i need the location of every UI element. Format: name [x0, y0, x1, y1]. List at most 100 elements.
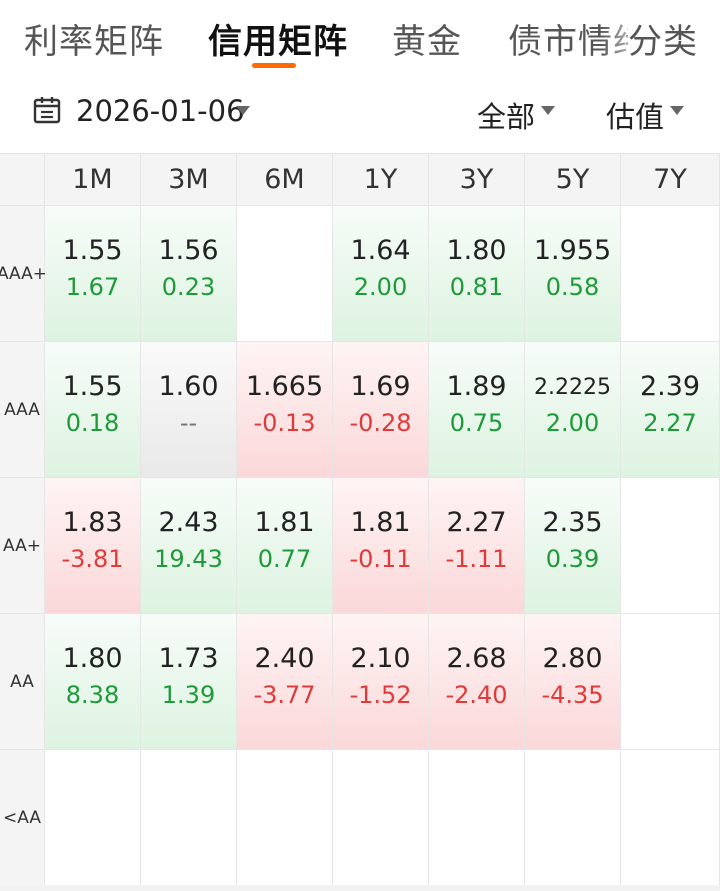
column-header[interactable]: 1Y [333, 154, 429, 206]
column-header[interactable]: 3M [141, 154, 237, 206]
chevron-down-icon[interactable] [236, 106, 250, 115]
matrix-cell[interactable]: 1.55 1.67 [45, 206, 141, 342]
cell-change-value: 0.75 [449, 409, 504, 437]
cell-yield-value: 2.27 [446, 507, 507, 538]
matrix-cell[interactable]: 1.83 -3.81 [45, 478, 141, 614]
credit-matrix-table: 1M 3M 6M 1Y 3Y 5Y 7Y AAA + 1.55 1.67 1.56 0.23 1.64 2.… [0, 153, 720, 886]
matrix-cell [621, 478, 720, 614]
bottom-divider [0, 885, 720, 891]
cell-yield-value: 1.55 [62, 371, 123, 402]
column-header[interactable]: 3Y [429, 154, 525, 206]
matrix-cell[interactable]: 2.35 0.39 [525, 478, 621, 614]
matrix-cell [621, 750, 720, 886]
cell-yield-value: 2.43 [158, 507, 219, 538]
cell-change-value: -0.28 [349, 409, 412, 437]
cell-change-value: -- [179, 409, 198, 437]
matrix-cell[interactable]: 2.2225 2.00 [525, 342, 621, 478]
column-header[interactable]: 1M [45, 154, 141, 206]
column-header[interactable]: 7Y [621, 154, 720, 206]
matrix-cell[interactable]: 2.43 19.43 [141, 478, 237, 614]
cell-change-value: 8.38 [65, 681, 120, 709]
cell-yield-value: 2.2225 [534, 375, 611, 400]
metric-selector[interactable]: 估值 [606, 100, 665, 134]
matrix-cell[interactable]: 2.39 2.27 [621, 342, 720, 478]
row-label: AA+ [0, 478, 45, 614]
cell-yield-value: 1.56 [158, 235, 219, 266]
matrix-cell[interactable]: 2.10 -1.52 [333, 614, 429, 750]
tab-credit-matrix[interactable]: 信用矩阵 [208, 22, 348, 62]
row-label: <AA [0, 750, 45, 886]
date-selector[interactable]: 2026-01-06 [76, 94, 245, 128]
cell-change-value: 1.39 [161, 681, 216, 709]
matrix-cell[interactable]: 1.73 1.39 [141, 614, 237, 750]
cell-yield-value: 1.81 [254, 507, 315, 538]
matrix-cell[interactable]: 2.40 -3.77 [237, 614, 333, 750]
cell-yield-value: 1.83 [62, 507, 123, 538]
calendar-icon[interactable] [33, 96, 61, 124]
row-label: AAA + [0, 206, 47, 342]
cell-change-value: 0.39 [545, 545, 600, 573]
cell-change-value: 2.00 [353, 273, 408, 301]
cell-yield-value: 1.89 [446, 371, 507, 402]
matrix-cell[interactable]: 1.80 8.38 [45, 614, 141, 750]
cell-change-value: -3.81 [61, 545, 124, 573]
tab-category[interactable]: 分类 [628, 14, 698, 63]
cell-change-value: 19.43 [154, 545, 223, 573]
cell-yield-value: 2.35 [542, 507, 603, 538]
chevron-down-icon[interactable] [670, 106, 684, 115]
cell-change-value: -1.11 [445, 545, 508, 573]
cell-yield-value: 1.73 [158, 643, 219, 674]
cell-yield-value: 1.64 [350, 235, 411, 266]
cell-yield-value: 1.60 [158, 371, 219, 402]
cell-change-value: -3.77 [253, 681, 316, 709]
scope-selector[interactable]: 全部 [477, 100, 536, 134]
matrix-cell[interactable]: 2.27 -1.11 [429, 478, 525, 614]
matrix-cell[interactable]: 1.80 0.81 [429, 206, 525, 342]
cell-change-value: 0.58 [545, 273, 600, 301]
cell-yield-value: 1.80 [62, 643, 123, 674]
matrix-cell [621, 206, 720, 342]
matrix-cell [429, 750, 525, 886]
matrix-cell[interactable]: 1.55 0.18 [45, 342, 141, 478]
row-label: AA [0, 614, 45, 750]
matrix-cell [237, 750, 333, 886]
matrix-cell[interactable]: 1.64 2.00 [333, 206, 429, 342]
cell-change-value: 0.77 [257, 545, 312, 573]
cell-yield-value: 1.665 [245, 371, 324, 402]
column-header[interactable]: 6M [237, 154, 333, 206]
matrix-cell[interactable]: 1.81 0.77 [237, 478, 333, 614]
matrix-cell [237, 206, 333, 342]
cell-yield-value: 1.81 [350, 507, 411, 538]
matrix-cell[interactable]: 2.80 -4.35 [525, 614, 621, 750]
cell-yield-value: 2.80 [542, 643, 603, 674]
column-header[interactable]: 5Y [525, 154, 621, 206]
cell-yield-value: 1.69 [350, 371, 411, 402]
matrix-cell[interactable]: 1.69 -0.28 [333, 342, 429, 478]
cell-change-value: 2.00 [545, 409, 600, 437]
cell-change-value: -0.11 [349, 545, 412, 573]
cell-yield-value: 1.955 [533, 235, 612, 266]
matrix-cell [333, 750, 429, 886]
cell-change-value: 2.27 [643, 409, 697, 437]
corner-header-cell [0, 154, 45, 206]
cell-yield-value: 1.80 [446, 235, 507, 266]
cell-change-value: 0.81 [449, 273, 504, 301]
matrix-cell[interactable]: 1.955 0.58 [525, 206, 621, 342]
matrix-cell[interactable]: 1.60 -- [141, 342, 237, 478]
matrix-cell[interactable]: 2.68 -2.40 [429, 614, 525, 750]
tab-rate-matrix[interactable]: 利率矩阵 [24, 22, 164, 62]
matrix-cell[interactable]: 1.56 0.23 [141, 206, 237, 342]
cell-change-value: 1.67 [65, 273, 120, 301]
cell-yield-value: 2.40 [254, 643, 315, 674]
cell-yield-value: 2.68 [446, 643, 507, 674]
tab-bar: 利率矩阵 信用矩阵 黄金 债市情绪 分类 [0, 0, 720, 80]
cell-change-value: -0.13 [253, 409, 316, 437]
tab-gold[interactable]: 黄金 [392, 22, 462, 62]
matrix-cell[interactable]: 1.89 0.75 [429, 342, 525, 478]
cell-change-value: -1.52 [349, 681, 412, 709]
chevron-down-icon[interactable] [541, 106, 555, 115]
matrix-cell[interactable]: 1.81 -0.11 [333, 478, 429, 614]
cell-yield-value: 2.10 [350, 643, 411, 674]
matrix-cell [45, 750, 141, 886]
matrix-cell[interactable]: 1.665 -0.13 [237, 342, 333, 478]
